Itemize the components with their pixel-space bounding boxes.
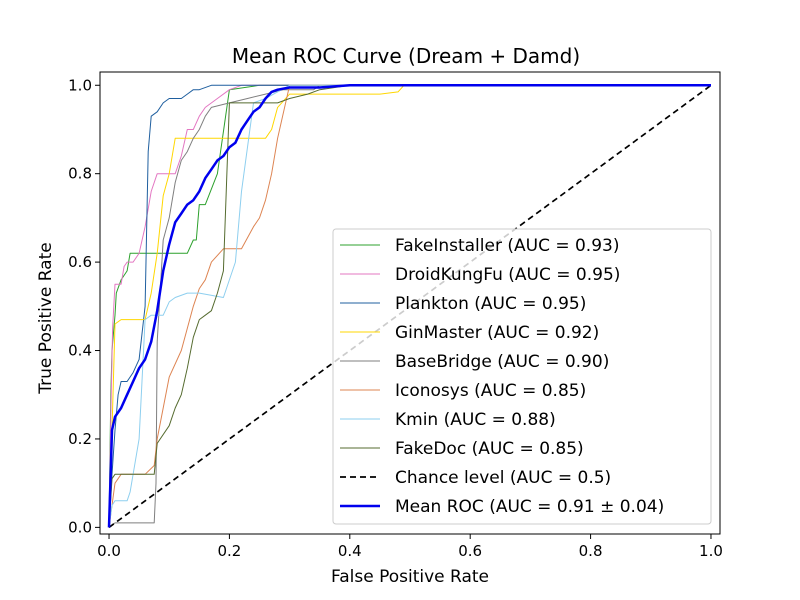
y-tick-label: 1.0	[68, 76, 92, 94]
legend-label: Mean ROC (AUC = 0.91 ± 0.04)	[395, 497, 664, 517]
y-axis-label: True Positive Rate	[36, 242, 56, 394]
series-line-2	[108, 84, 711, 528]
x-tick-label: 0.2	[217, 542, 241, 560]
series-line-4	[108, 84, 711, 528]
legend-label: Plankton (AUC = 0.95)	[395, 294, 586, 314]
x-axis-label: False Positive Rate	[331, 567, 489, 587]
series-line-6	[108, 84, 711, 528]
x-axis-ticks: 0.0 0.2 0.4 0.6 0.8 1.0	[97, 534, 723, 560]
axes-frame	[99, 71, 721, 535]
series-line-3	[108, 84, 711, 528]
legend-box	[332, 228, 712, 525]
y-axis-ticks: 0.0 0.2 0.4 0.6 0.8 1.0	[68, 76, 100, 536]
series-line-7	[108, 84, 711, 528]
y-tick-label: 0.6	[68, 253, 92, 271]
legend: FakeInstaller (AUC = 0.93) DroidKungFu (A…	[332, 228, 712, 525]
legend-label: GinMaster (AUC = 0.92)	[395, 323, 599, 343]
legend-label: Kmin (AUC = 0.88)	[395, 410, 556, 430]
legend-label: Iconosys (AUC = 0.85)	[395, 381, 586, 401]
series-line-9	[107, 84, 711, 528]
x-tick-label: 0.6	[458, 542, 482, 560]
y-tick-label: 0.4	[68, 342, 92, 360]
y-tick-label: 0.0	[68, 518, 92, 536]
x-tick-label: 0.0	[97, 542, 121, 560]
y-tick-label: 0.2	[68, 430, 92, 448]
series-line-1	[108, 84, 711, 528]
legend-label: BaseBridge (AUC = 0.90)	[395, 352, 609, 372]
chart-title: Mean ROC Curve (Dream + Damd)	[232, 44, 580, 68]
y-tick-label: 0.8	[68, 165, 92, 183]
legend-label: DroidKungFu (AUC = 0.95)	[395, 265, 620, 285]
legend-label: Chance level (AUC = 0.5)	[395, 468, 611, 488]
x-tick-label: 0.4	[338, 542, 362, 560]
legend-label: FakeInstaller (AUC = 0.93)	[395, 236, 619, 256]
legend-label: FakeDoc (AUC = 0.85)	[395, 439, 584, 459]
x-tick-label: 0.8	[579, 542, 603, 560]
x-tick-label: 1.0	[699, 542, 723, 560]
